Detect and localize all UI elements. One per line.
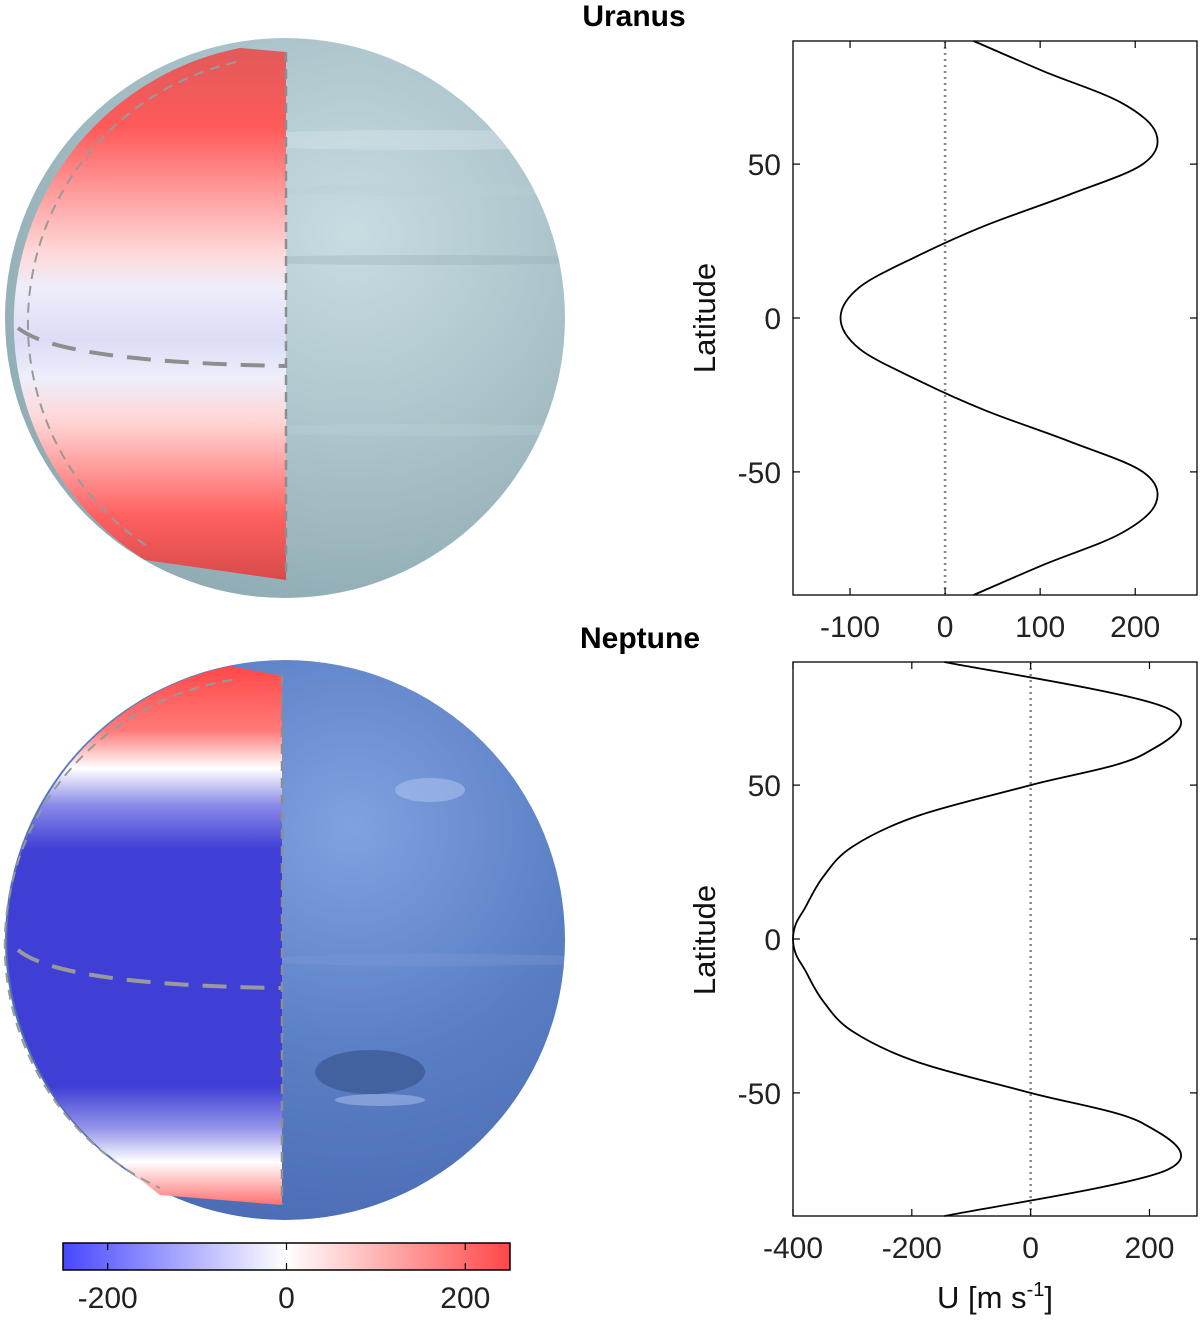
x-tick-label: -400 xyxy=(763,1232,823,1265)
neptune-ylabel: Latitude xyxy=(687,885,722,995)
x-tick-label: -200 xyxy=(882,1232,942,1265)
neptune-equator xyxy=(16,948,283,990)
uranus-equator xyxy=(16,326,287,368)
x-tick-label: 100 xyxy=(1015,611,1065,644)
neptune-wind-section xyxy=(7,666,283,1205)
colorbar-tick-label: -200 xyxy=(78,1282,138,1315)
x-tick-label: 200 xyxy=(1124,1232,1174,1265)
uranus-title: Uranus xyxy=(582,0,685,33)
colorbar-tick-label: 0 xyxy=(278,1282,295,1315)
wind-profile-line xyxy=(792,661,1182,1217)
y-tick-label: 0 xyxy=(764,924,781,957)
colorbar-ticks: -200 0 200 xyxy=(78,1243,490,1315)
x-tick-label: -100 xyxy=(820,611,880,644)
x-tick-label: 200 xyxy=(1110,611,1160,644)
y-tick-label: -50 xyxy=(738,457,781,490)
uranus-wind-profile: -100 0 100 200 -50 0 50 xyxy=(738,40,1198,644)
x-tick-label: 0 xyxy=(1022,1232,1039,1265)
uranus-wind-section xyxy=(13,48,286,580)
neptune-section-edge xyxy=(3,679,233,1189)
great-dark-spot xyxy=(315,1050,425,1094)
wind-profile-line xyxy=(839,40,1159,596)
neptune-wind-profile: -400 -200 0 200 -50 0 50 xyxy=(738,661,1198,1265)
neptune-xlabel: U [m s-1] xyxy=(937,1279,1053,1315)
neptune-globe xyxy=(3,660,565,1220)
y-tick-label: 50 xyxy=(748,770,781,803)
uranus-globe xyxy=(5,38,565,598)
y-tick-label: -50 xyxy=(738,1078,781,1111)
y-tick-label: 0 xyxy=(764,303,781,336)
neptune-features xyxy=(260,778,565,1106)
axes-frame xyxy=(792,661,1198,1217)
colorbar-tick-label: 200 xyxy=(440,1282,490,1315)
uranus-section-edge xyxy=(26,61,237,549)
neptune-title: Neptune xyxy=(580,622,700,655)
x-tick-label: 0 xyxy=(937,611,954,644)
axes-frame xyxy=(792,40,1198,596)
y-tick-label: 50 xyxy=(748,149,781,182)
uranus-ylabel: Latitude xyxy=(687,263,722,373)
colorbar: -200 0 200 xyxy=(62,1242,511,1315)
